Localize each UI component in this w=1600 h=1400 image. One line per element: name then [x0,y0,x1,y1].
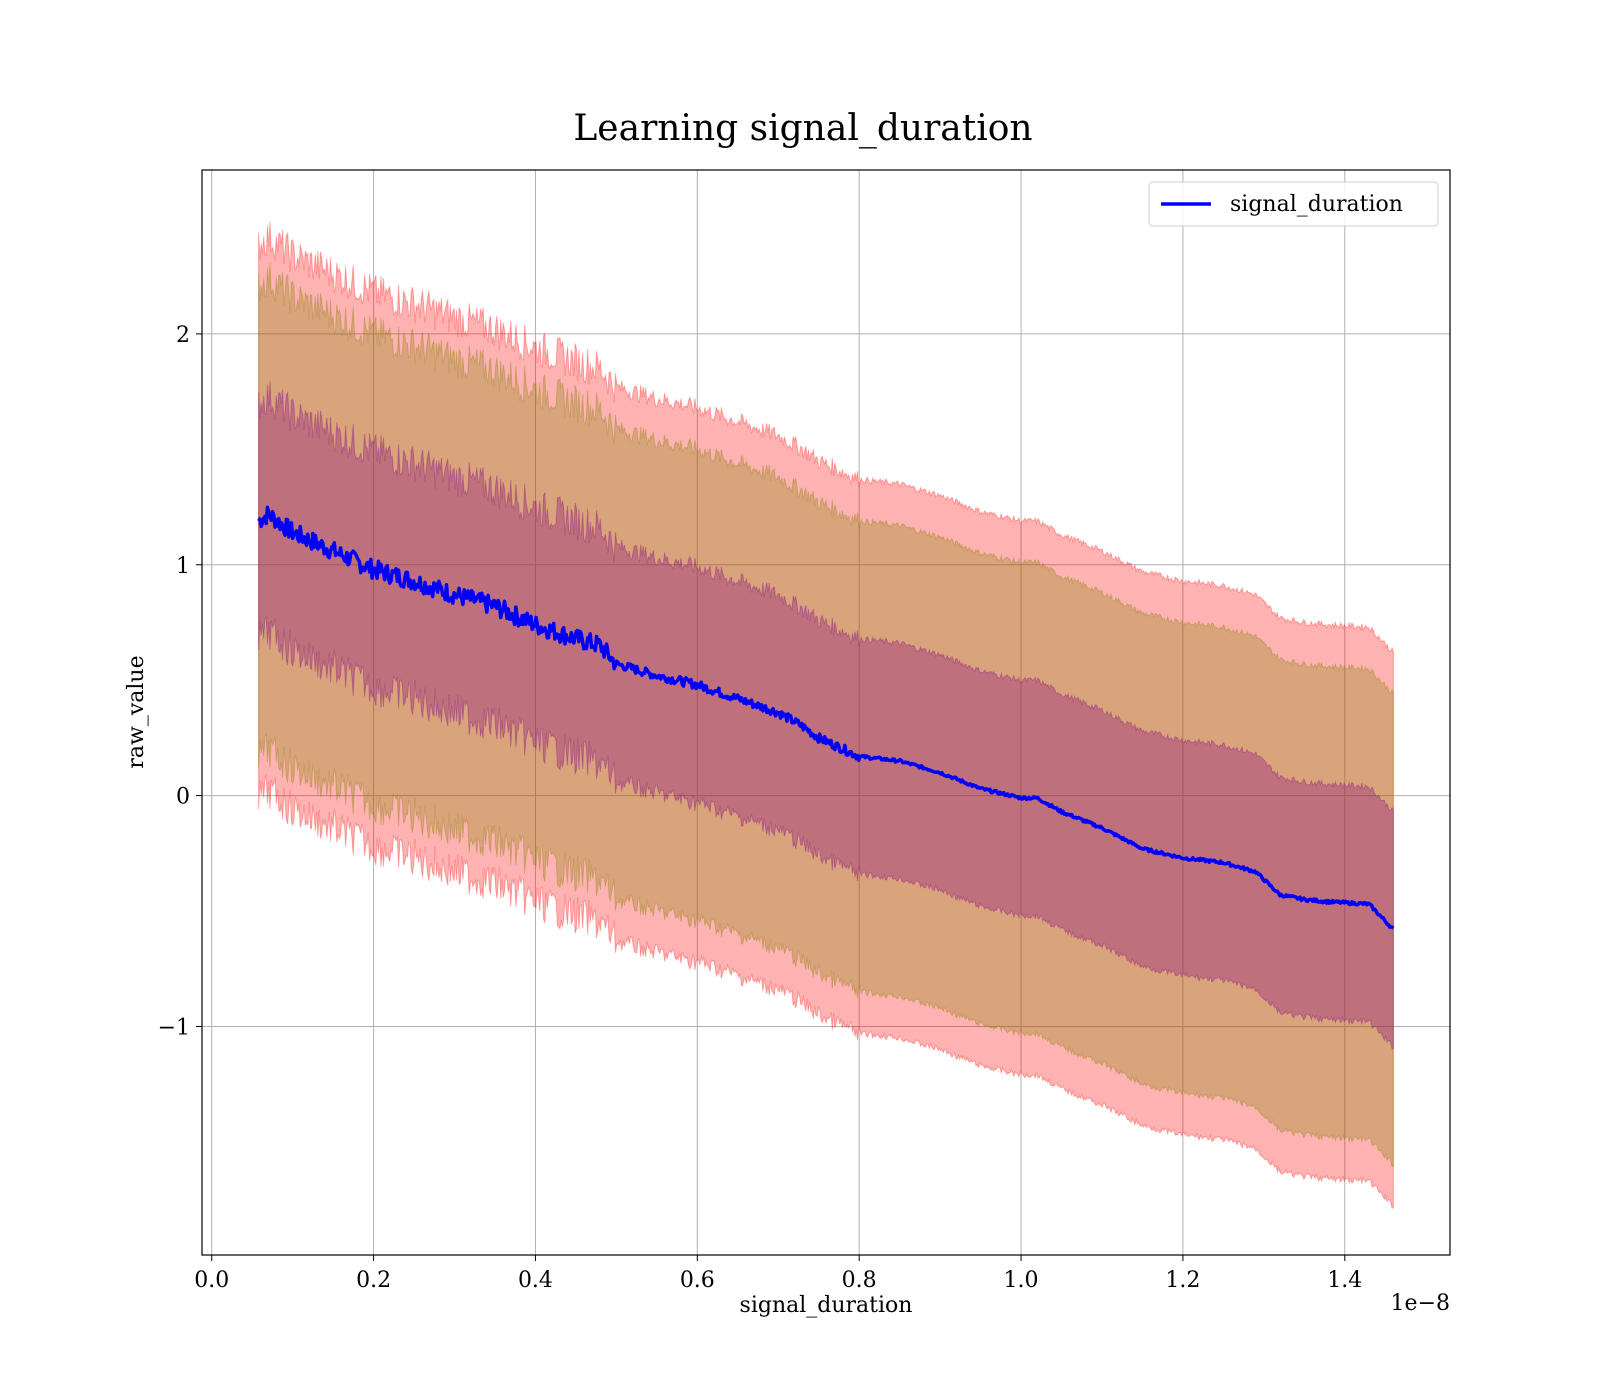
series-lines [257,505,1395,930]
x-tick-label: 0.6 [680,1268,715,1293]
x-axis-label: signal_duration [740,1293,913,1318]
x-tick-label: 1.2 [1165,1268,1200,1293]
y-axis-ticks: −1 0 1 2 [158,323,202,1040]
y-axis-label: raw_value [124,655,149,768]
x-tick-label: 0.0 [194,1268,229,1293]
legend-label-signal-duration: signal_duration [1230,192,1403,217]
y-tick-label: 0 [176,785,190,810]
band-band-outer [258,221,1394,1209]
series-line-signal-duration [257,505,1395,930]
confidence-bands [258,221,1394,1209]
y-tick-label: −1 [158,1015,190,1040]
gridlines [202,170,1450,1255]
plot-area-frame [201,169,1451,1256]
x-axis-ticks: 0.0 0.2 0.4 0.6 0.8 1.0 1.2 1.4 [194,1255,1362,1293]
x-tick-label: 0.4 [518,1268,553,1293]
y-tick-label: 2 [176,323,190,348]
band-band-inner [258,380,1394,1050]
x-tick-label: 0.2 [356,1268,391,1293]
x-axis-offset-label: 1e−8 [1391,1291,1450,1316]
chart-title: Learning signal_duration [573,108,1032,149]
y-tick-label: 1 [176,554,190,579]
x-tick-label: 1.4 [1327,1268,1362,1293]
legend-box [1148,181,1439,227]
legend: signal_duration [1148,181,1439,227]
band-band-middle [258,262,1394,1168]
x-tick-label: 0.8 [842,1268,877,1293]
x-tick-label: 1.0 [1004,1268,1039,1293]
